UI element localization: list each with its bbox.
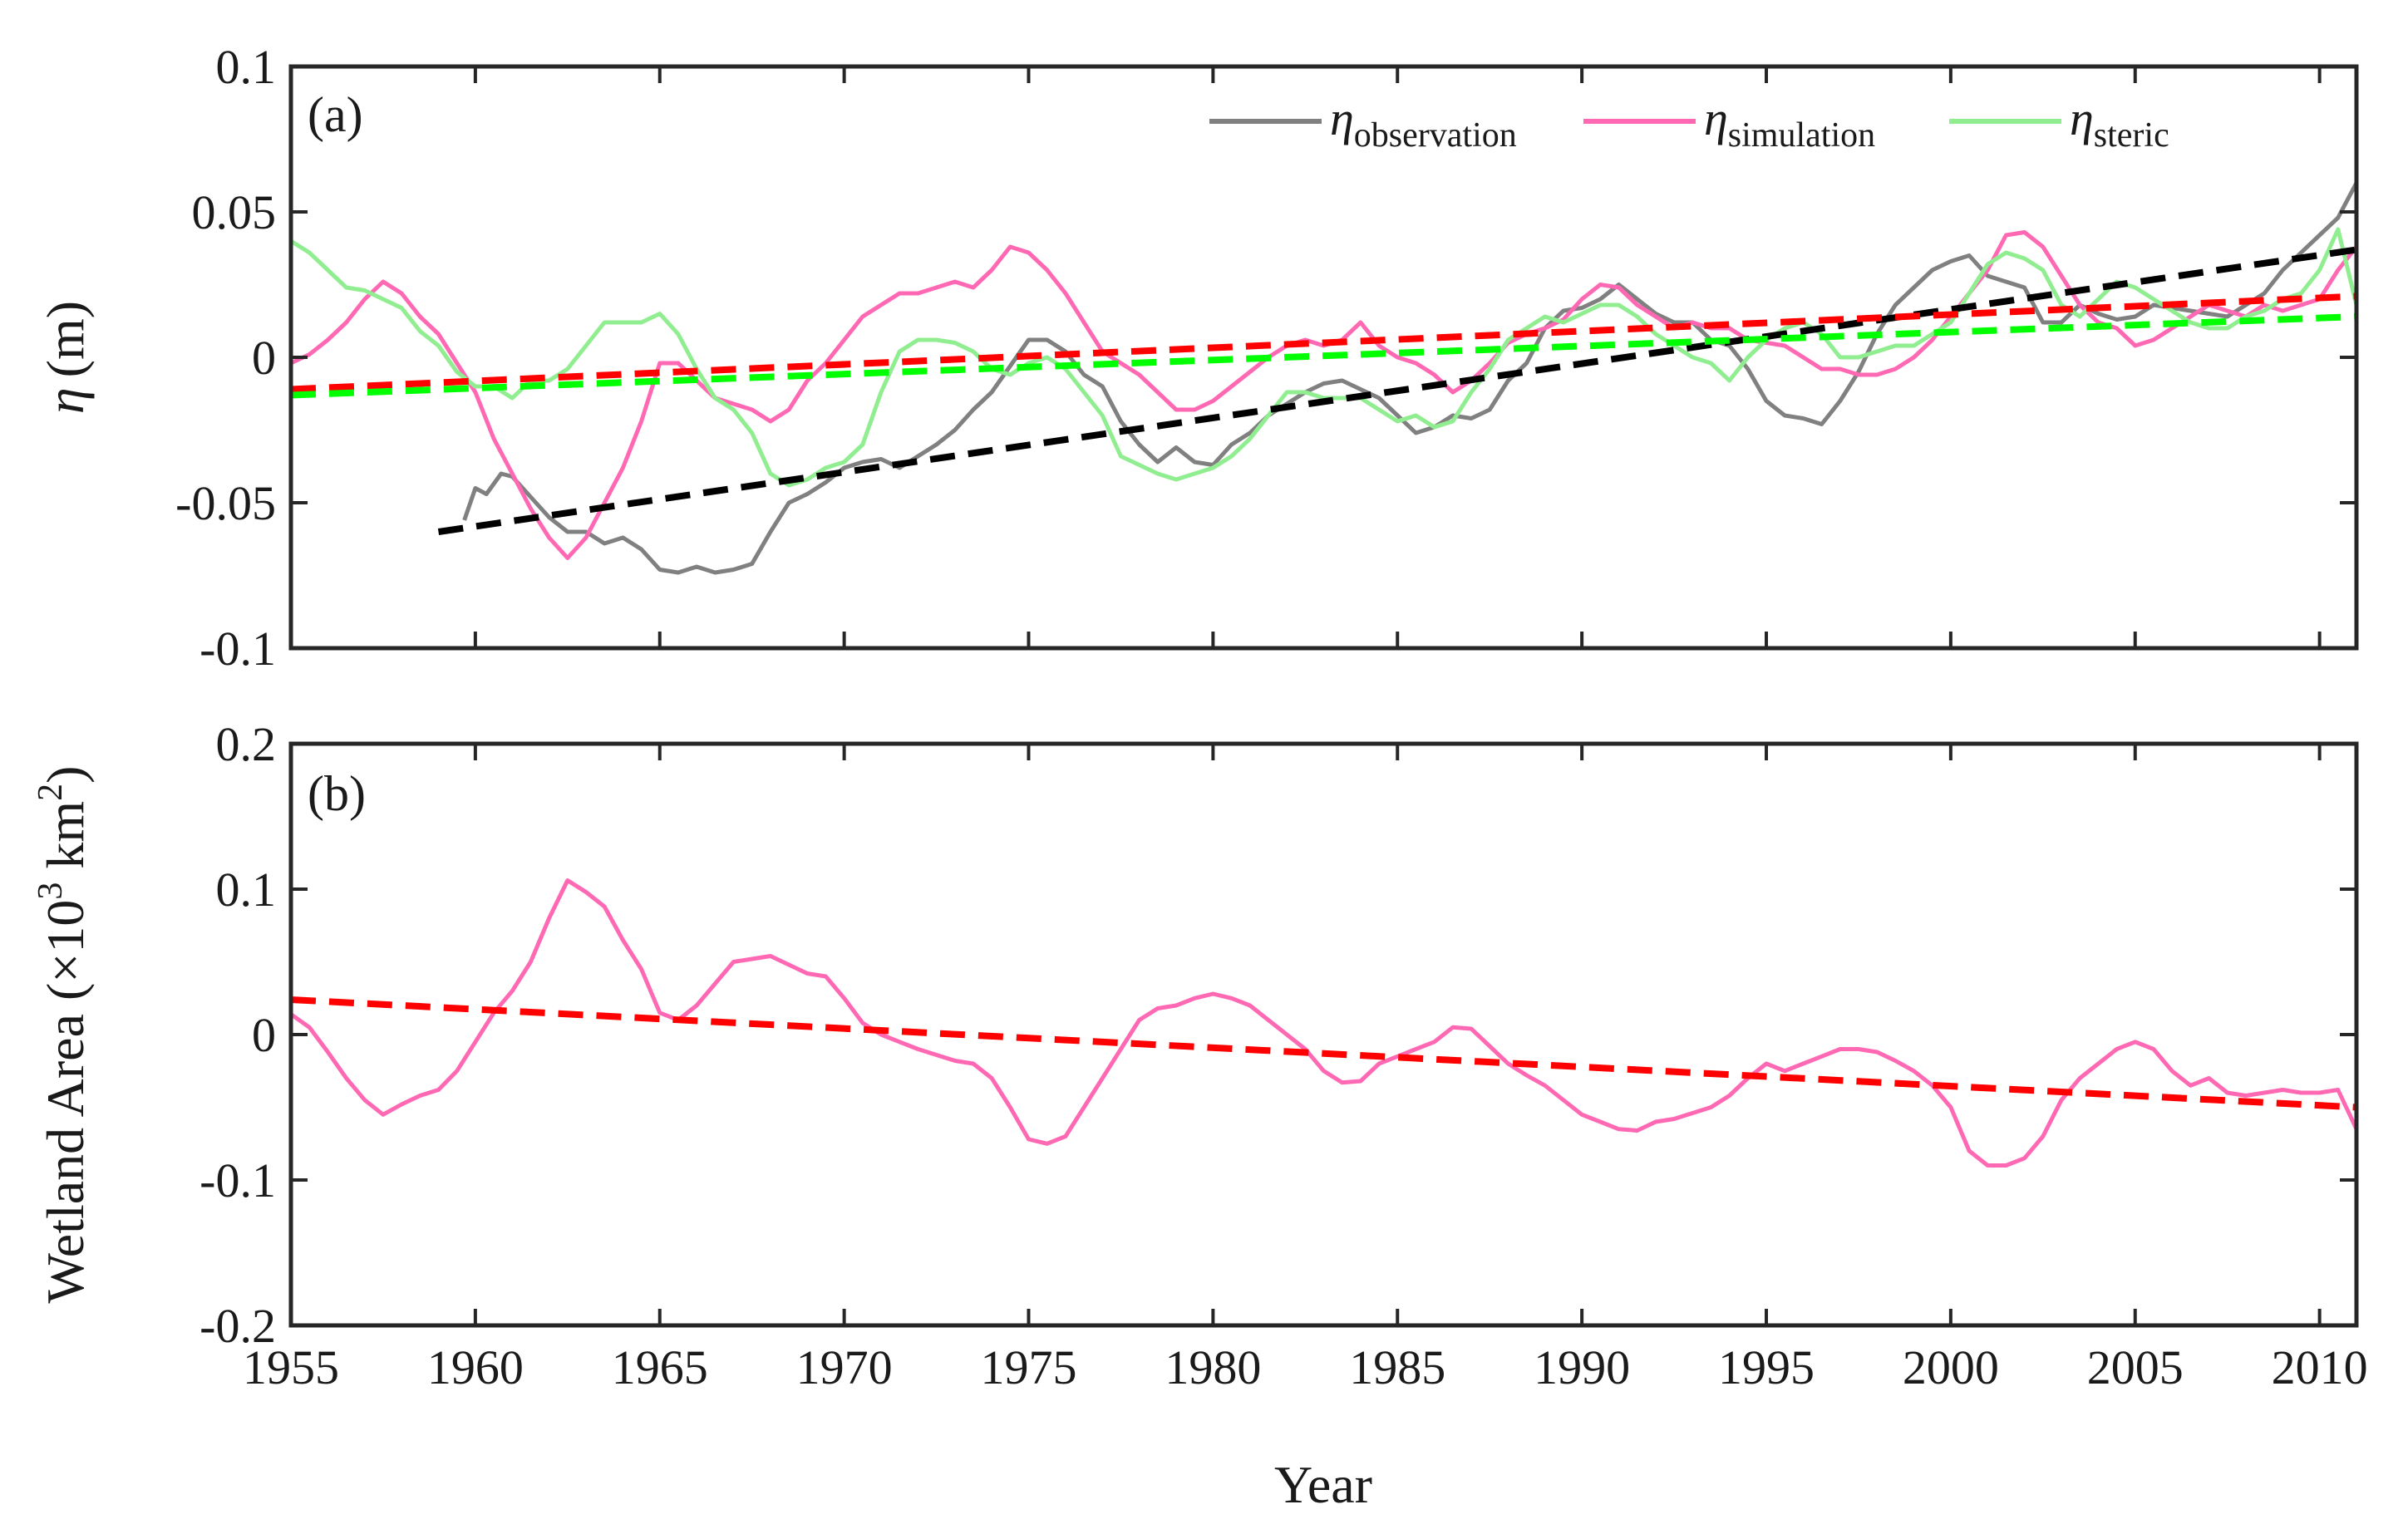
y-tick-label-3: 0.1 xyxy=(216,863,277,917)
x-axis-title: Year xyxy=(1274,1455,1372,1514)
legend-symbol-steric: η xyxy=(2070,91,2094,145)
legend-subscript-observation: observation xyxy=(1354,116,1517,155)
y-tick-label-0: -0.1 xyxy=(199,622,276,676)
y-tick-label-2: 0 xyxy=(252,331,276,385)
panel-a-series-line-2 xyxy=(289,227,2359,488)
panel-b-trends xyxy=(290,996,2357,1111)
x-tick-label-1970: 1970 xyxy=(796,1340,893,1394)
y-tick-label-4: 0.2 xyxy=(216,717,277,771)
panel-a-label: (a) xyxy=(308,87,363,142)
ylabel-b-suffix: ) xyxy=(36,766,95,784)
x-tick-label-1990: 1990 xyxy=(1534,1340,1630,1394)
legend-entry-observation: ηobservation xyxy=(1330,91,1517,155)
panel-b: 1955 1960 1965 1970 1975 1980 1985 1990 1995 2000… xyxy=(32,717,2368,1514)
legend-symbol-simulation: η xyxy=(1704,91,1728,145)
x-tick-label-2005: 2005 xyxy=(2087,1340,2184,1394)
x-tick-label-2000: 2000 xyxy=(1903,1340,1999,1394)
ylabel-b-mid: km xyxy=(36,801,95,882)
x-tick-label-1980: 1980 xyxy=(1165,1340,1261,1394)
panel-a-trend-line-4 xyxy=(290,293,2357,393)
panel-a-series-line-0 xyxy=(462,181,2359,575)
panel-a-trend-line-5 xyxy=(290,313,2357,399)
ylabel-b-exp1: 3 xyxy=(32,882,70,900)
ylabel-b-prefix: Wetland Area (×10 xyxy=(36,900,95,1304)
panel-b-series xyxy=(289,878,2359,1168)
x-tick-label-2010: 2010 xyxy=(2272,1340,2368,1394)
panel-b-ylabel: Wetland Area (×103 km2) xyxy=(32,766,95,1304)
panel-b-ticks: 1955 1960 1965 1970 1975 1980 1985 1990 1995 2000… xyxy=(199,717,2367,1394)
y-tick-label-2: 0 xyxy=(252,1008,276,1062)
ylabel-b-exp2: 2 xyxy=(32,784,70,801)
legend-subscript-steric: steric xyxy=(2094,116,2169,155)
panel-b-series-line-0 xyxy=(289,878,2359,1168)
x-tick-label-1965: 1965 xyxy=(612,1340,708,1394)
x-tick-label-1985: 1985 xyxy=(1349,1340,1445,1394)
y-tick-label-4: 0.1 xyxy=(216,40,277,94)
panel-a-ticks: -0.1 -0.05 0 0.05 0.1 xyxy=(175,40,2356,676)
panel-b-trend-line-1 xyxy=(290,996,2357,1111)
panel-a: -0.1 -0.05 0 0.05 0.1 (a) η (m) ηobservation … xyxy=(36,40,2359,676)
x-tick-label-1995: 1995 xyxy=(1718,1340,1815,1394)
legend: ηobservation ηsimulation ηsteric xyxy=(1209,91,2169,155)
ylabel-unit: (m) xyxy=(36,301,95,377)
y-tick-label-1: -0.05 xyxy=(175,476,276,530)
y-tick-label-1: -0.1 xyxy=(199,1153,276,1207)
legend-subscript-simulation: simulation xyxy=(1728,116,1875,155)
y-tick-label-0: -0.2 xyxy=(199,1299,276,1353)
legend-entry-simulation: ηsimulation xyxy=(1704,91,1875,155)
panel-a-ylabel: η (m) xyxy=(36,301,95,414)
legend-entry-steric: ηsteric xyxy=(2070,91,2169,155)
x-tick-label-1960: 1960 xyxy=(427,1340,524,1394)
x-tick-label-1975: 1975 xyxy=(981,1340,1077,1394)
x-tick-label-1955: 1955 xyxy=(243,1340,339,1394)
legend-symbol-observation: η xyxy=(1330,91,1354,145)
ylabel-eta-symbol: η xyxy=(36,387,95,414)
panel-a-trends xyxy=(290,246,2357,535)
panel-b-label: (b) xyxy=(308,766,366,821)
panel-a-trend-line-3 xyxy=(437,246,2357,535)
y-tick-label-3: 0.05 xyxy=(192,185,277,239)
